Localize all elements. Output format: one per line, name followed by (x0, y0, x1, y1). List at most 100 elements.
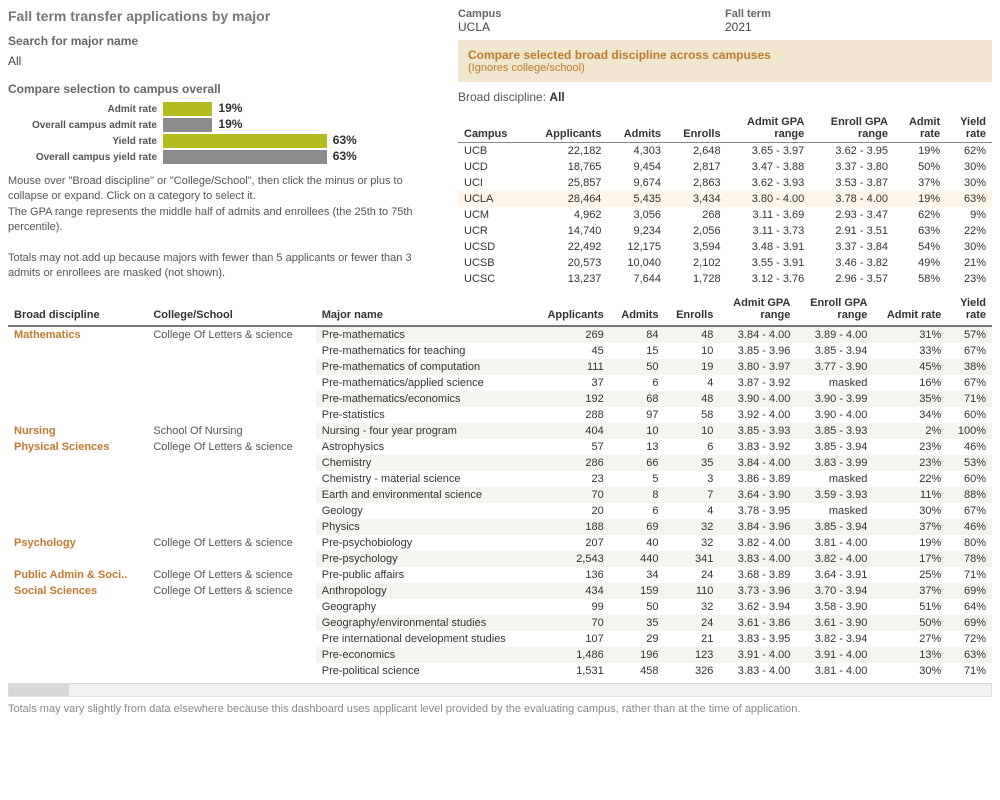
campus-col-header[interactable]: Admit GPArange (727, 114, 811, 143)
majors-row[interactable]: Pre-economics1,4861961233.91 - 4.003.91 … (8, 647, 992, 663)
majors-row[interactable]: Geography9950323.62 - 3.943.58 - 3.9051%… (8, 599, 992, 615)
campus-value[interactable]: UCLA (458, 20, 725, 34)
college-cell[interactable] (147, 359, 315, 375)
discipline-cell[interactable] (8, 471, 147, 487)
discipline-cell[interactable] (8, 359, 147, 375)
majors-row[interactable]: Physics18869323.84 - 3.963.85 - 3.9437%4… (8, 519, 992, 535)
majors-row[interactable]: Physical SciencesCollege Of Letters & sc… (8, 439, 992, 455)
discipline-cell[interactable] (8, 375, 147, 391)
college-cell[interactable] (147, 471, 315, 487)
majors-cell: 72% (947, 631, 992, 647)
campus-row[interactable]: UCB22,1824,3032,6483.65 - 3.973.62 - 3.9… (458, 143, 992, 160)
majors-col-header[interactable]: Enrolls (665, 295, 720, 326)
majors-row[interactable]: Pre-political science1,5314583263.83 - 4… (8, 663, 992, 679)
college-cell[interactable] (147, 615, 315, 631)
discipline-cell[interactable] (8, 551, 147, 567)
majors-row[interactable]: Earth and environmental science70873.64 … (8, 487, 992, 503)
majors-row[interactable]: Pre-mathematics for teaching4515103.85 -… (8, 343, 992, 359)
majors-row[interactable]: Pre-mathematics/applied science37643.87 … (8, 375, 992, 391)
college-cell[interactable] (147, 599, 315, 615)
majors-row[interactable]: Chemistry - material science23533.86 - 3… (8, 471, 992, 487)
campus-row[interactable]: UCR14,7409,2342,0563.11 - 3.732.91 - 3.5… (458, 223, 992, 239)
majors-row[interactable]: Pre international development studies107… (8, 631, 992, 647)
college-cell[interactable]: College Of Letters & science (147, 326, 315, 343)
college-cell[interactable] (147, 391, 315, 407)
campus-col-header[interactable]: Enrolls (667, 114, 727, 143)
college-cell[interactable] (147, 487, 315, 503)
majors-row[interactable]: Geography/environmental studies7035243.6… (8, 615, 992, 631)
discipline-cell[interactable] (8, 615, 147, 631)
discipline-cell[interactable] (8, 391, 147, 407)
discipline-cell[interactable] (8, 599, 147, 615)
discipline-cell[interactable] (8, 407, 147, 423)
majors-col-header[interactable]: Enroll GPArange (796, 295, 873, 326)
majors-row[interactable]: Pre-statistics28897583.92 - 4.003.90 - 4… (8, 407, 992, 423)
campus-row[interactable]: UCSB20,57310,0402,1023.55 - 3.913.46 - 3… (458, 255, 992, 271)
majors-row[interactable]: Public Admin & Soci..College Of Letters … (8, 567, 992, 583)
majors-col-header[interactable]: College/School (147, 295, 315, 326)
discipline-cell[interactable] (8, 631, 147, 647)
discipline-cell[interactable] (8, 647, 147, 663)
majors-row[interactable]: Pre-psychology2,5434403413.83 - 4.003.82… (8, 551, 992, 567)
campus-row[interactable]: UCSC13,2377,6441,7283.12 - 3.762.96 - 3.… (458, 271, 992, 287)
college-cell[interactable] (147, 551, 315, 567)
college-cell[interactable]: College Of Letters & science (147, 439, 315, 455)
college-cell[interactable] (147, 503, 315, 519)
discipline-cell[interactable] (8, 455, 147, 471)
college-cell[interactable] (147, 647, 315, 663)
discipline-cell[interactable]: Mathematics (8, 326, 147, 343)
discipline-cell[interactable] (8, 663, 147, 679)
discipline-cell[interactable]: Psychology (8, 535, 147, 551)
discipline-cell[interactable]: Social Sciences (8, 583, 147, 599)
campus-col-header[interactable]: Enroll GPArange (810, 114, 894, 143)
college-cell[interactable] (147, 375, 315, 391)
discipline-cell[interactable] (8, 503, 147, 519)
majors-row[interactable]: Chemistry28666353.84 - 4.003.83 - 3.9923… (8, 455, 992, 471)
majors-row[interactable]: Pre-mathematics/economics19268483.90 - 4… (8, 391, 992, 407)
campus-col-header[interactable]: Yieldrate (946, 114, 992, 143)
discipline-cell[interactable]: Public Admin & Soci.. (8, 567, 147, 583)
compare-banner[interactable]: Compare selected broad discipline across… (458, 40, 992, 82)
term-value[interactable]: 2021 (725, 20, 992, 34)
majors-col-header[interactable]: Yieldrate (947, 295, 992, 326)
majors-row[interactable]: Pre-mathematics of computation11150193.8… (8, 359, 992, 375)
search-value[interactable]: All (8, 54, 438, 68)
scrollbar-thumb[interactable] (9, 684, 69, 696)
college-cell[interactable] (147, 663, 315, 679)
discipline-cell[interactable] (8, 519, 147, 535)
majors-row[interactable]: MathematicsCollege Of Letters & scienceP… (8, 326, 992, 343)
college-cell[interactable] (147, 631, 315, 647)
college-cell[interactable] (147, 343, 315, 359)
campus-col-header[interactable]: Admitrate (894, 114, 946, 143)
majors-row[interactable]: Geology20643.78 - 3.95masked30%67% (8, 503, 992, 519)
campus-row[interactable]: UCD18,7659,4542,8173.47 - 3.883.37 - 3.8… (458, 159, 992, 175)
campus-col-header[interactable]: Applicants (525, 114, 607, 143)
college-cell[interactable]: College Of Letters & science (147, 583, 315, 599)
majors-row[interactable]: Social SciencesCollege Of Letters & scie… (8, 583, 992, 599)
discipline-cell[interactable]: Nursing (8, 423, 147, 439)
college-cell[interactable] (147, 407, 315, 423)
discipline-cell[interactable]: Physical Sciences (8, 439, 147, 455)
college-cell[interactable]: College Of Letters & science (147, 567, 315, 583)
majors-row[interactable]: NursingSchool Of NursingNursing - four y… (8, 423, 992, 439)
discipline-cell[interactable] (8, 487, 147, 503)
majors-col-header[interactable]: Broad discipline (8, 295, 147, 326)
majors-col-header[interactable]: Applicants (534, 295, 610, 326)
campus-col-header[interactable]: Campus (458, 114, 525, 143)
campus-row[interactable]: UCI25,8579,6742,8633.62 - 3.933.53 - 3.8… (458, 175, 992, 191)
college-cell[interactable] (147, 519, 315, 535)
majors-col-header[interactable]: Admit GPArange (719, 295, 796, 326)
campus-col-header[interactable]: Admits (607, 114, 667, 143)
college-cell[interactable]: School Of Nursing (147, 423, 315, 439)
majors-col-header[interactable]: Admits (610, 295, 665, 326)
majors-col-header[interactable]: Major name (316, 295, 534, 326)
horizontal-scrollbar[interactable] (8, 683, 992, 697)
campus-row[interactable]: UCLA28,4645,4353,4343.80 - 4.003.78 - 4.… (458, 191, 992, 207)
majors-col-header[interactable]: Admit rate (873, 295, 947, 326)
discipline-cell[interactable] (8, 343, 147, 359)
college-cell[interactable] (147, 455, 315, 471)
college-cell[interactable]: College Of Letters & science (147, 535, 315, 551)
campus-row[interactable]: UCM4,9623,0562683.11 - 3.692.93 - 3.4762… (458, 207, 992, 223)
majors-row[interactable]: PsychologyCollege Of Letters & sciencePr… (8, 535, 992, 551)
campus-row[interactable]: UCSD22,49212,1753,5943.48 - 3.913.37 - 3… (458, 239, 992, 255)
